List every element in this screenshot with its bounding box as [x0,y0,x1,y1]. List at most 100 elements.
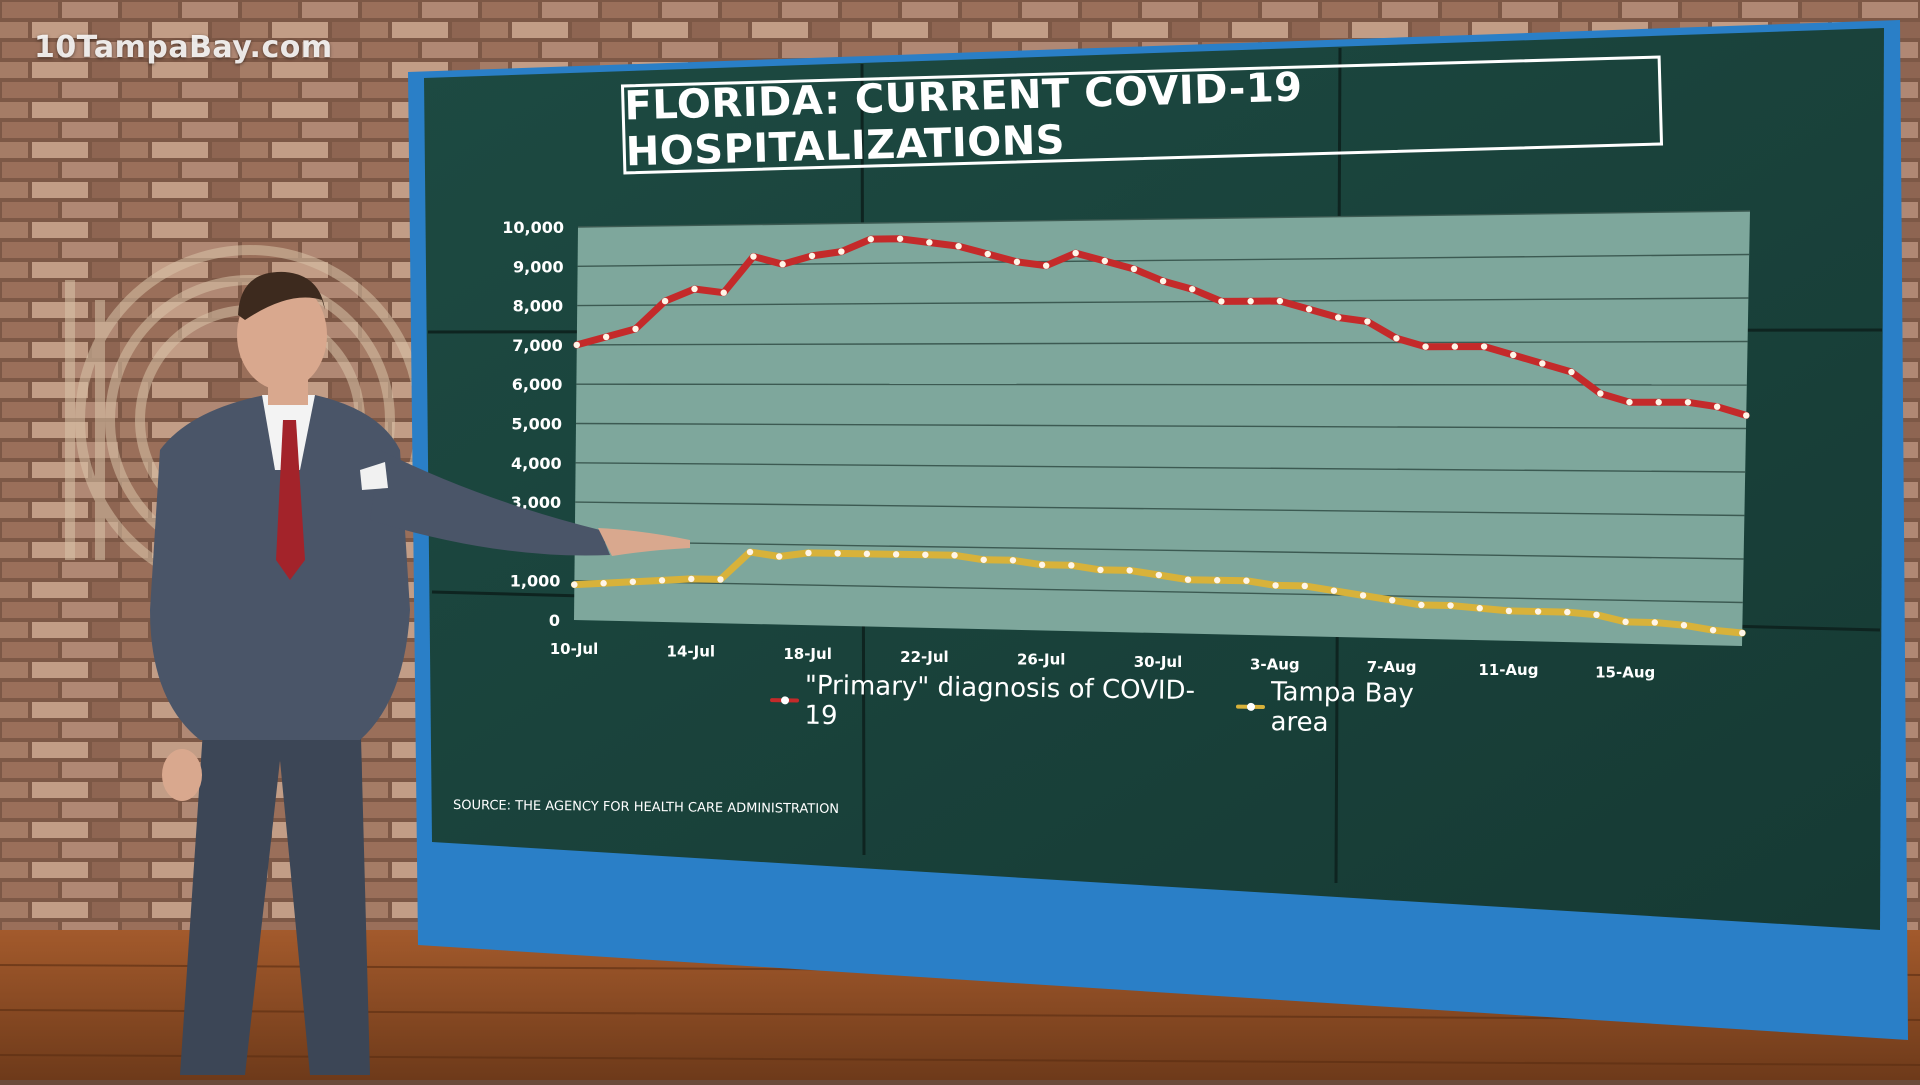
presenter [150,271,690,1075]
data-point-tampa [834,550,841,557]
data-point-tampa [1593,611,1600,619]
data-point-tampa [805,549,812,557]
data-point-primary [926,239,933,246]
data-point-primary [955,242,962,250]
data-point-primary [1684,399,1692,406]
chart-layer: 10,000 9,000 8,000 7,000 6,000 5,000 4,000 3,00… [502,210,1751,681]
data-point-tampa [1038,561,1046,569]
data-point-tampa [1651,619,1658,626]
data-point-primary [1713,403,1721,410]
gridline [574,540,1744,560]
y-tick-label: 9,000 [513,257,564,276]
data-point-primary [1655,399,1662,406]
data-point-primary [632,325,639,333]
data-point-primary [1743,412,1750,419]
data-point-primary [573,341,580,349]
data-point-tampa [1389,596,1396,604]
data-point-primary [720,289,727,296]
data-point-tampa [1009,557,1017,564]
data-point-primary [602,333,610,341]
x-tick-label: 18-Jul [783,645,832,663]
data-point-tampa [1155,571,1163,579]
x-tick-label: 7-Aug [1367,658,1417,676]
data-point-tampa [1418,601,1425,609]
data-point-tampa [1301,582,1308,590]
data-point-primary [1013,258,1021,266]
data-point-tampa [1184,576,1192,583]
data-point-tampa [1447,602,1454,609]
y-tick-label: 4,000 [511,454,562,473]
data-point-tampa [1214,577,1221,584]
chart-legend: "Primary" diagnosis of COVID-19 Tampa Ba… [770,671,1471,738]
data-point-tampa [922,551,929,558]
data-point-primary [1451,343,1459,350]
data-point-tampa [1359,592,1367,599]
gridline [576,383,1747,386]
gridline [577,297,1749,307]
gridline [576,340,1748,346]
data-point-tampa [629,578,637,585]
data-point-tampa [717,576,724,583]
y-tick-label: 6,000 [512,375,563,394]
x-tick-label: 10-Jul [550,640,599,658]
data-point-tampa [1739,629,1746,637]
x-tick-label: 11-Aug [1478,661,1538,679]
data-point-primary [1422,343,1429,350]
data-point-tampa [1680,622,1688,629]
data-point-primary [1101,257,1109,265]
data-point-primary [1247,298,1254,305]
legend-item-tampa: Tampa Bay area [1236,677,1471,740]
gridline [575,422,1747,430]
data-point-primary [1159,277,1167,285]
x-tick-label: 3-Aug [1250,656,1300,674]
data-point-primary [779,261,786,268]
data-point-tampa [688,575,695,583]
y-tick-label: 5,000 [511,415,562,434]
plot-area [574,211,1750,646]
data-point-primary [1597,390,1604,397]
data-point-tampa [1097,566,1104,574]
data-point-tampa [1126,567,1133,574]
data-point-primary [1305,306,1313,313]
x-tick-label: 15-Aug [1595,663,1655,681]
y-tick-label: 7,000 [512,336,563,355]
data-point-primary [1189,285,1196,293]
y-tick-label: 3,000 [511,493,562,512]
x-tick-label: 30-Jul [1134,653,1183,671]
data-point-tampa [1243,577,1250,584]
legend-item-primary: "Primary" diagnosis of COVID-19 [770,670,1209,736]
data-point-primary [1626,398,1633,406]
data-point-tampa [1272,582,1279,589]
data-point-tampa [1330,587,1338,594]
data-point-primary [1042,262,1050,269]
data-point-primary [1539,360,1546,367]
data-point-primary [1130,265,1138,273]
gridline [577,210,1751,228]
data-point-tampa [892,551,900,558]
data-point-primary [984,250,991,258]
data-point-tampa [775,553,783,560]
data-point-tampa [1505,607,1513,615]
x-tick-label: 22-Jul [900,648,949,666]
data-point-primary [896,235,904,242]
x-tick-label: 14-Jul [667,643,716,661]
data-point-tampa [1564,608,1571,616]
legend-label-primary: "Primary" diagnosis of COVID-19 [804,670,1196,732]
data-point-primary [1510,351,1517,359]
y-tick-label: 1,000 [510,572,561,591]
gridline [575,501,1745,517]
data-point-tampa [658,577,666,584]
data-point-tampa [746,548,754,556]
data-point-tampa [1534,608,1542,615]
data-point-primary [1218,298,1225,305]
data-point-primary [1568,368,1575,376]
data-point-tampa [1622,618,1629,626]
data-point-primary [1480,343,1488,350]
data-point-primary [661,297,669,305]
data-point-primary [1364,318,1371,325]
data-point-primary [838,248,845,255]
gridline [575,462,1746,473]
data-point-tampa [1068,562,1075,569]
